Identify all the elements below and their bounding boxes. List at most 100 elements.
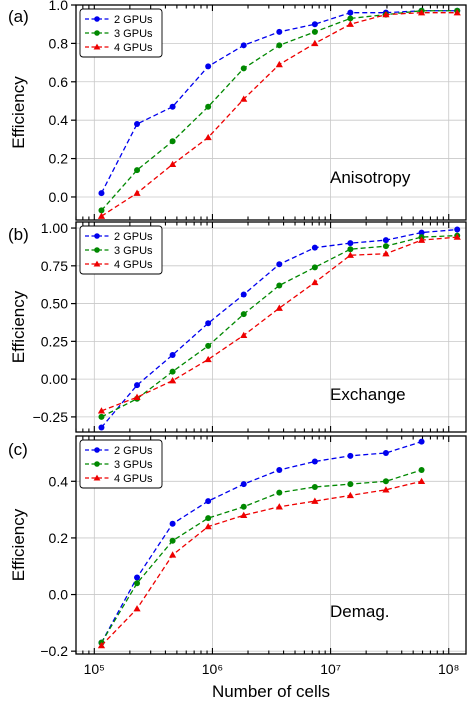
legend-swatch-marker [93,43,101,50]
series-2-gpus [98,226,461,431]
data-point [417,477,426,484]
data-point [169,368,176,375]
y-tick-label: 0.4 [49,473,69,489]
data-point [240,331,248,339]
data-point [311,278,319,286]
y-axis-label: Efficiency [9,290,28,363]
data-point [417,9,426,16]
series-line [101,236,458,412]
panel-a: 0.0 0.2 0.4 0.6 0.8 1.0 Efficiency (a) Anisotrop… [8,0,467,221]
data-point [311,244,318,251]
data-point [169,160,177,168]
y-tick-label: 0.50 [41,296,68,312]
data-point [346,20,354,27]
data-point [134,167,141,174]
data-point [347,452,354,459]
data-point [205,103,212,110]
x-tick-label: 10⁷ [320,661,341,677]
data-point [205,342,212,349]
data-point [275,503,283,510]
y-tick-label: 1.0 [49,0,69,13]
panel-annotation: Exchange [330,385,406,404]
legend-entry: 3 GPUs [114,28,153,40]
data-point [133,605,141,612]
data-point [418,466,425,473]
data-point [134,382,141,389]
data-point [347,481,354,488]
series-3-gpus [98,466,425,646]
x-tick-label: 10⁵ [84,661,105,677]
y-tick-label: −0.2 [40,643,68,659]
data-point [382,10,390,18]
data-point [382,243,389,250]
data-point [454,226,461,233]
legend-entry: 4 GPUs [114,42,153,54]
x-axis-label: Number of cells [212,682,330,701]
legend-entry: 2 GPUs [114,231,153,243]
data-point [98,424,105,431]
data-point [347,246,354,253]
legend-entry: 3 GPUs [114,459,153,471]
data-point [98,190,105,197]
data-point [240,95,248,102]
data-point [311,497,319,504]
data-point [240,503,247,510]
y-tick-label: 0.25 [41,333,68,349]
data-point [311,483,318,490]
data-point [382,486,390,493]
data-point [346,251,354,258]
data-point [134,121,141,128]
data-point [276,489,283,496]
y-tick-label: 0.6 [49,74,69,90]
data-point [347,9,354,16]
y-axis-label: Efficiency [9,508,28,581]
data-point [169,138,176,145]
legend-entry: 2 GPUs [114,14,153,26]
data-point [133,189,141,196]
data-point [134,580,141,587]
data-point [133,393,141,400]
data-point [97,212,106,219]
x-tick-label: 10⁶ [202,661,223,677]
data-point [240,65,247,72]
data-point [275,60,283,68]
data-point [240,42,247,49]
data-point [169,520,176,527]
data-point [169,351,176,358]
series-4-gpus [97,9,461,219]
data-point [205,515,212,522]
data-point [205,498,212,505]
data-point [205,63,212,70]
legend-entry: 3 GPUs [114,245,153,257]
legend-box [79,8,163,58]
data-point [311,28,318,35]
panel-label: (b) [8,225,29,244]
data-point [240,481,247,488]
data-point [205,320,212,327]
data-point [97,641,106,649]
panel-label: (c) [8,440,28,459]
plot-frame [75,435,467,655]
legend-swatch-marker [94,447,100,453]
data-point [276,261,283,268]
data-point [204,355,212,363]
legend-swatch-marker [94,16,100,22]
data-point [311,39,319,47]
data-point [453,233,461,240]
panel-label: (a) [8,7,29,26]
data-point [276,282,283,289]
legend-swatch-marker [94,247,100,253]
data-point [347,15,354,22]
series-4-gpus [97,233,461,414]
series-3-gpus [98,7,461,214]
data-point [98,207,105,214]
y-tick-label: −0.25 [33,409,69,425]
data-point [347,240,354,247]
legend-entry: 4 GPUs [114,259,153,271]
data-point [382,478,389,485]
legend-swatch-marker [93,260,101,267]
y-tick-label: 0.00 [41,371,68,387]
y-tick-label: 0.2 [49,530,69,546]
legend-swatch-marker [93,474,101,481]
